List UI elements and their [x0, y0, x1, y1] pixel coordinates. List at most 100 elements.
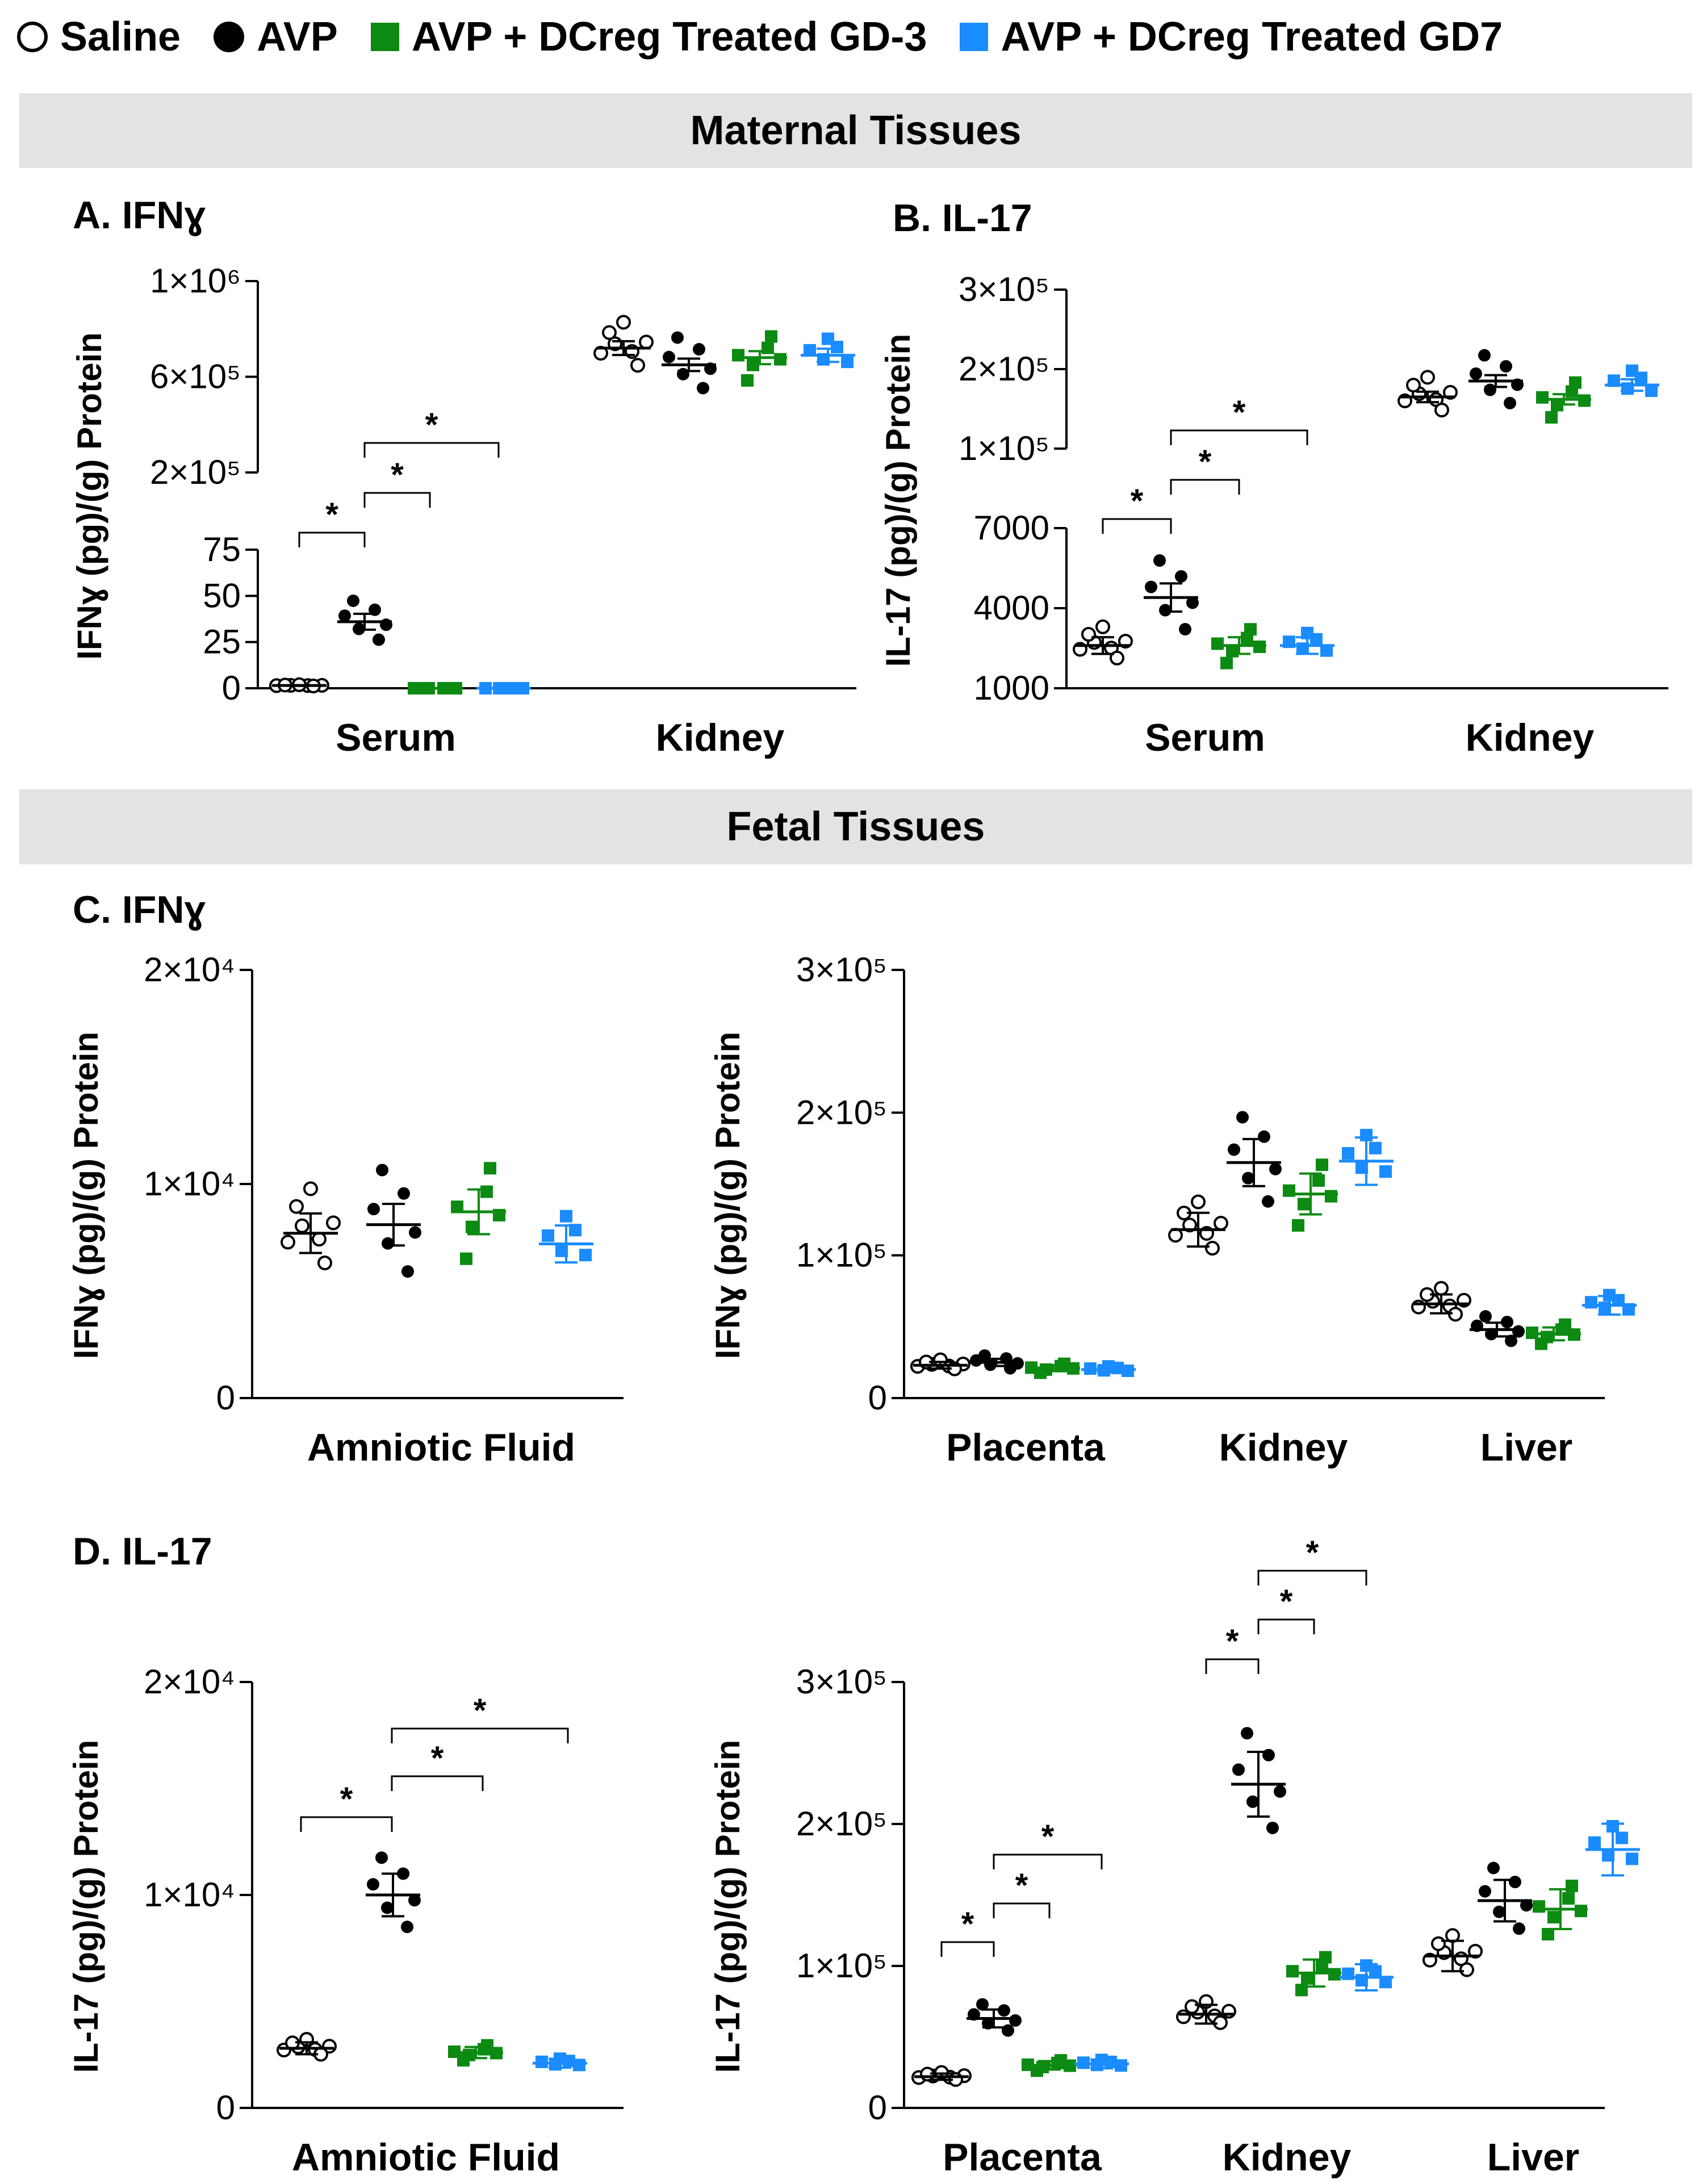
- data-point-saline: [1182, 1217, 1197, 1233]
- data-point-gd3: [466, 1220, 478, 1233]
- data-point-gd3: [1575, 1905, 1587, 1918]
- significance-placenta-saline-avp: *: [940, 1906, 995, 1957]
- significance-star: *: [391, 457, 404, 493]
- data-point-avp: [1009, 2014, 1022, 2027]
- data-point-avp: [1175, 570, 1187, 583]
- data-point-gd7: [1320, 644, 1333, 657]
- significance-kidney-avp-gd3: *: [1257, 1583, 1315, 1634]
- data-point-gd7: [1588, 1836, 1601, 1849]
- data-point-gd3: [1562, 1892, 1575, 1905]
- data-point-avp: [381, 1901, 394, 1914]
- group-kidney-avp: [662, 331, 717, 395]
- data-point-avp: [375, 1851, 388, 1864]
- y-tick-label: 1×10⁵: [959, 429, 1049, 467]
- group-liver-gd3: [1533, 1880, 1588, 1941]
- chart-d1: 0 1×10⁴ 2×10⁴ IL-17 (pg)/(g) Protein Amnioti…: [67, 1663, 624, 2179]
- data-point-gd7: [822, 332, 834, 345]
- significance-bracket-line: [1257, 1618, 1315, 1634]
- chart-b: 1000 4000 7000 1×10⁵ 2×10⁵ 3×10⁵ IL-17 (pg)/(g…: [879, 270, 1668, 759]
- group-liver-gd3: [1526, 1318, 1581, 1350]
- group-kidney-gd3: [1283, 1158, 1338, 1232]
- data-point-saline: [616, 315, 631, 330]
- y-tick-label: 2×10⁵: [796, 1093, 887, 1131]
- data-point-gd3: [484, 1162, 496, 1175]
- data-point-avp: [398, 1187, 410, 1200]
- data-point-gd7: [841, 355, 854, 369]
- group-serum-gd3: [1211, 623, 1266, 670]
- x-category-label: Kidney: [1466, 716, 1595, 759]
- data-point-gd7: [569, 1224, 581, 1237]
- significance-star: *: [1306, 1534, 1319, 1571]
- data-point-avp: [382, 1237, 394, 1250]
- data-point-saline: [326, 1215, 341, 1231]
- group-placenta-gd7: [1074, 2053, 1129, 2072]
- x-category-label: Amniotic Fluid: [292, 2136, 560, 2179]
- group-kidney-saline: [593, 315, 654, 373]
- data-point-saline: [1214, 1216, 1228, 1231]
- legend-item-gd3: AVP + DCreg Treated GD-3: [370, 14, 927, 60]
- group-liver-saline: [1411, 1281, 1471, 1322]
- data-point-gd3: [460, 1252, 472, 1265]
- data-point-gd7: [1626, 1852, 1638, 1865]
- data-point-gd7: [1379, 1165, 1392, 1178]
- data-point-avp: [1266, 1821, 1279, 1834]
- data-point-avp: [376, 1164, 388, 1177]
- group-placenta-avp: [969, 1349, 1024, 1375]
- data-point-saline: [1443, 384, 1458, 400]
- data-point-gd3: [1569, 376, 1582, 389]
- data-point-avp: [367, 1878, 379, 1891]
- y-tick-label: 3×10⁵: [796, 951, 887, 989]
- significance-saline-avp: *: [298, 496, 366, 547]
- data-point-avp: [1274, 1785, 1286, 1798]
- y-axis-label: IL-17 (pg)/(g) Protein: [709, 1740, 747, 2073]
- data-point-gd3: [481, 2039, 493, 2052]
- data-point-gd3: [1220, 656, 1233, 670]
- significance-star: *: [1131, 483, 1144, 520]
- legend-item-gd7: AVP + DCreg Treated GD7: [960, 14, 1503, 60]
- y-tick-label: 2×10⁵: [796, 1805, 887, 1843]
- legend-item-avp: AVP: [214, 14, 338, 60]
- data-point-avp: [1236, 1111, 1249, 1124]
- data-point-gd3: [1244, 623, 1257, 636]
- group-kidney-saline: [1168, 1194, 1228, 1256]
- significance-star: *: [431, 1740, 444, 1777]
- data-point-avp: [401, 1921, 413, 1934]
- data-point-avp: [677, 367, 689, 380]
- significance-avp-gd3: *: [391, 1740, 484, 1791]
- data-point-avp: [697, 382, 709, 395]
- data-point-gd7: [1115, 2059, 1127, 2072]
- group-placenta-saline: [911, 2065, 972, 2087]
- y-axis-label: IL-17 (pg)/(g) Protein: [67, 1740, 105, 2073]
- group-serum-gd7: [1280, 626, 1334, 657]
- significance-bracket-line: [391, 1727, 569, 1743]
- data-point-avp: [671, 331, 684, 344]
- data-point-avp: [409, 1226, 421, 1239]
- group-amniotic-fluid-saline: [281, 1181, 341, 1270]
- data-point-saline: [1221, 2003, 1236, 2019]
- y-axis-label: IFNɣ (pg)/(g) Protein: [709, 1032, 747, 1359]
- group-amniotic-fluid-avp: [366, 1851, 421, 1934]
- data-point-saline: [317, 1255, 332, 1270]
- data-point-gd3: [1542, 1928, 1554, 1941]
- data-point-saline: [1406, 378, 1421, 393]
- significance-saline-avp: *: [300, 1781, 393, 1832]
- data-point-avp: [1242, 1172, 1254, 1185]
- data-point-avp: [1241, 1727, 1253, 1740]
- x-category-label: Placenta: [943, 2136, 1102, 2179]
- data-point-gd3: [1211, 637, 1224, 650]
- significance-bracket-line: [1205, 1658, 1260, 1674]
- data-point-gd3: [1559, 1318, 1571, 1331]
- data-point-gd3: [1031, 2064, 1043, 2077]
- data-point-gd3: [1298, 1198, 1310, 1211]
- legend-label: AVP + DCreg Treated GD7: [1001, 14, 1503, 60]
- data-point-gd3: [457, 2054, 470, 2067]
- data-point-saline: [1431, 1936, 1446, 1951]
- significance-bracket-line: [1257, 1570, 1367, 1585]
- data-point-avp: [1479, 1310, 1492, 1323]
- data-point-avp: [347, 594, 359, 607]
- data-point-avp: [1500, 360, 1512, 373]
- group-amniotic-fluid-gd7: [539, 1210, 593, 1264]
- data-point-gd3: [1545, 411, 1558, 424]
- data-point-gd3: [1286, 1965, 1299, 1978]
- significance-star: *: [1199, 444, 1212, 480]
